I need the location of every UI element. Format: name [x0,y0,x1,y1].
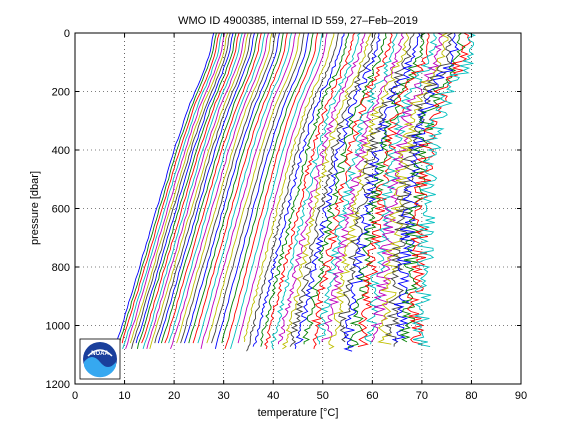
profile-line [260,32,350,347]
profile-line [154,32,252,344]
profile-line [243,32,335,342]
profile-line [343,32,421,352]
profile-line [338,32,415,343]
profile-line [270,32,361,350]
profile-line [146,32,246,350]
profile-line [224,32,319,350]
profile-line [119,32,217,344]
x-tick-label: 30 [218,390,230,402]
profile-line [157,32,255,344]
profile-line [221,32,314,344]
profile-line [252,33,345,347]
profile-line [246,32,339,352]
profiles [115,32,477,352]
x-axis-label-prefix: temperature [ [258,407,323,419]
profile-line [129,32,229,344]
profile-line [142,32,243,350]
profile-line [264,32,356,350]
plot-area: 0 10 20 30 40 50 60 70 80 90 0 200 400 600 800 1000 120… [46,28,528,402]
profile-line [370,32,445,343]
profile-line [160,32,259,344]
x-tick-label: 20 [168,390,180,402]
y-tick-label: 600 [52,204,70,216]
profile-line [214,32,309,349]
y-tick-label: 800 [52,262,70,274]
y-tick-label: 1200 [46,379,70,391]
x-axis-label-unit: °C [323,407,335,419]
profile-line [180,32,277,344]
profile-line [125,32,226,350]
profile-line [131,32,231,350]
y-tick-label: 1000 [46,321,70,333]
profile-line [377,32,449,345]
x-tick-label: 80 [465,390,477,402]
profile-line [277,32,366,345]
profile-line [164,32,262,344]
profile-line [183,32,280,344]
axes-background [75,33,521,384]
y-tick-label: 200 [52,87,70,99]
profile-line [310,32,393,349]
noaa-logo-bird [87,349,113,357]
noaa-logo-text: NOAA [91,351,109,357]
profile-line [294,32,381,350]
profile-line [200,32,297,349]
x-axis-label: temperature [°C] [258,407,339,419]
profile-line [357,32,430,348]
profile-line [328,32,410,350]
profile-line [302,32,387,345]
profile-line [347,32,426,350]
profile-line [411,32,477,348]
profile-line [230,32,323,350]
profile-line [192,32,288,344]
profile-line [289,32,377,347]
profile-line [317,32,398,345]
x-tick-label: 50 [317,390,329,402]
profile-line [122,32,223,350]
x-tick-label: 10 [118,390,130,402]
y-tick-label: 400 [52,145,70,157]
y-tick-label: 0 [64,28,70,40]
noaa-logo-icon: NOAA [79,338,121,380]
chart-title: WMO ID 4900385, internal ID 559, 27–Feb–… [178,15,418,27]
profile-line [391,32,460,343]
profile-line [398,32,466,343]
y-axis-label: pressure [dbar] [29,171,41,245]
profile-line [282,32,371,350]
profile-line [121,32,220,344]
profile-line [176,32,273,344]
x-tick-label: 90 [515,390,527,402]
profile-line [141,32,240,344]
profile-line [149,32,249,350]
profile-line [206,32,301,344]
profile-line [136,32,237,349]
profile-line [168,32,266,344]
x-axis-ticks: 0 10 20 30 40 50 60 70 80 90 [72,33,527,402]
x-axis-label-suffix: ] [335,407,338,419]
y-axis-ticks: 0 200 400 600 800 1000 1200 [46,28,521,391]
profile-line [237,32,328,344]
profile-line [115,32,215,344]
profile-line [188,32,284,344]
noaa-logo-wave [84,357,116,378]
profile-line [135,32,234,344]
x-tick-label: 40 [267,390,279,402]
x-tick-label: 0 [72,390,78,402]
profile-line [384,32,453,347]
x-tick-label: 70 [416,390,428,402]
profile-line [170,32,269,350]
x-tick-label: 60 [366,390,378,402]
profile-line [197,32,293,344]
profile-line [211,32,305,344]
